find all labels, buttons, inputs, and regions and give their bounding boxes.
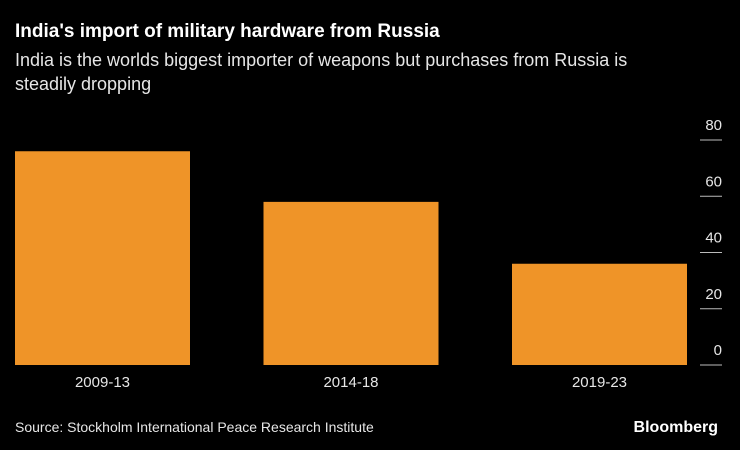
y-tick-label: 80 [705, 117, 722, 134]
source: Source: Stockholm International Peace Re… [15, 419, 374, 435]
x-tick-label: 2009-13 [75, 374, 130, 391]
y-tick-label: 40 [705, 230, 722, 247]
bar [263, 201, 439, 365]
chart-title: India's import of military hardware from… [15, 21, 440, 42]
x-tick-label: 2019-23 [572, 374, 627, 391]
y-tick-label: 0 [714, 342, 722, 359]
chart-subtitle: India is the worlds biggest importer of … [15, 50, 632, 94]
x-tick-label: 2014-18 [323, 374, 378, 391]
brand: Bloomberg [634, 419, 718, 436]
bar [512, 263, 687, 365]
bar [15, 151, 190, 365]
y-tick-label: 60 [705, 173, 722, 190]
y-tick-label: 20 [705, 286, 722, 303]
